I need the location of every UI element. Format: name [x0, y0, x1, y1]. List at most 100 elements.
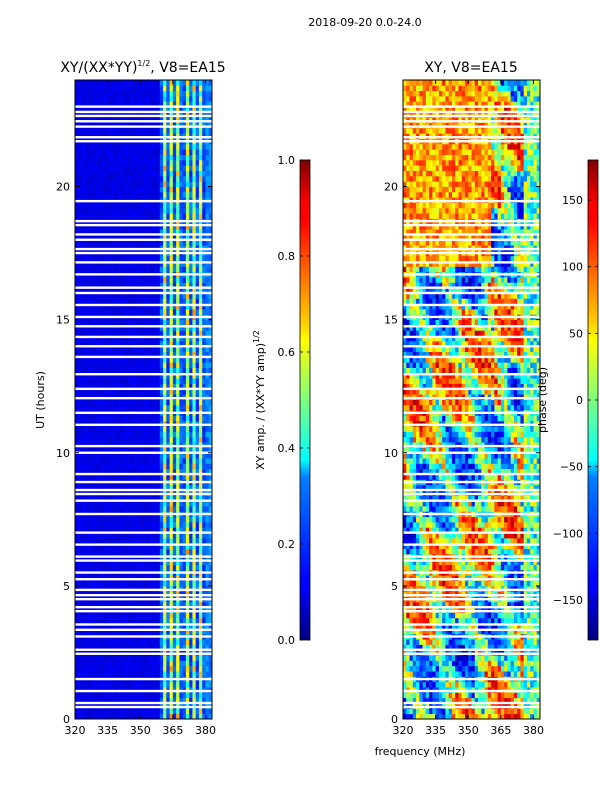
heatmap-cell: [140, 127, 144, 134]
heatmap-cell: [133, 324, 138, 331]
heatmap-cell: [146, 255, 151, 262]
heatmap-cell: [166, 106, 170, 113]
heatmap-cell: [84, 452, 89, 459]
heatmap-cell: [91, 436, 95, 443]
heatmap-cell: [182, 426, 187, 432]
heatmap-cell: [143, 287, 148, 294]
heatmap-cell: [107, 506, 112, 512]
heatmap-cell: [202, 308, 206, 315]
heatmap-cell: [205, 415, 210, 422]
heatmap-cell: [208, 692, 212, 699]
heatmap-cell: [189, 255, 193, 262]
heatmap-cell: [208, 207, 212, 214]
heatmap-cell: [133, 404, 138, 411]
heatmap-cell: [205, 660, 210, 667]
heatmap-cell: [195, 362, 200, 368]
heatmap-cell: [133, 532, 138, 539]
heatmap-cell: [166, 506, 170, 512]
heatmap-cell: [110, 628, 115, 635]
heatmap-cell: [81, 90, 86, 97]
heatmap-cell: [140, 426, 144, 432]
heatmap-cell: [101, 532, 105, 539]
heatmap-cell: [156, 708, 161, 715]
heatmap-cell: [208, 612, 212, 619]
heatmap-cell: [198, 548, 203, 555]
heatmap-cell: [208, 266, 212, 273]
heatmap-cell: [163, 255, 167, 262]
heatmap-cell: [189, 127, 193, 134]
heatmap-cell: [163, 713, 167, 719]
heatmap-cell: [117, 255, 122, 262]
heatmap-cell: [166, 175, 170, 182]
heatmap-cell: [172, 404, 177, 411]
heatmap-cell: [97, 527, 102, 534]
heatmap-cell: [182, 293, 187, 299]
heatmap-cell: [166, 660, 170, 667]
heatmap-cell: [150, 362, 154, 368]
heatmap-cell: [195, 660, 200, 667]
heatmap-cell: [163, 330, 167, 336]
heatmap-cell: [136, 692, 141, 699]
heatmap-cell: [159, 426, 164, 432]
heatmap-cell: [136, 383, 141, 390]
heatmap-cell: [195, 383, 200, 390]
heatmap-cell: [133, 335, 138, 342]
heatmap-cell: [136, 436, 141, 443]
heatmap-cell: [88, 431, 92, 438]
heatmap-cell: [192, 452, 197, 459]
heatmap-cell: [84, 474, 89, 480]
heatmap-cell: [146, 367, 151, 374]
heatmap-cell: [140, 287, 144, 294]
heatmap-cell: [176, 372, 180, 379]
heatmap-cell: [84, 415, 89, 422]
heatmap-cell: [189, 532, 193, 539]
heatmap-cell: [150, 213, 154, 219]
heatmap-cell: [179, 500, 184, 507]
heatmap-cell: [114, 713, 118, 719]
heatmap-cell: [159, 255, 164, 262]
heatmap-cell: [117, 559, 122, 565]
heatmap-cell: [120, 708, 125, 715]
heatmap-cell: [169, 367, 174, 374]
heatmap-cell: [107, 628, 112, 635]
heatmap-cell: [195, 282, 200, 289]
heatmap-cell: [101, 170, 105, 177]
heatmap-cell: [195, 713, 200, 719]
heatmap-cell: [163, 383, 167, 390]
heatmap-cell: [123, 367, 128, 374]
heatmap-cell: [172, 335, 177, 342]
heatmap-cell: [166, 186, 170, 193]
heatmap-cell: [163, 639, 167, 645]
heatmap-cell: [117, 468, 122, 475]
heatmap-cell: [123, 277, 128, 283]
heatmap-cell: [192, 436, 197, 443]
heatmap-cell: [179, 324, 184, 331]
heatmap-cell: [88, 266, 92, 273]
heatmap-cell: [136, 239, 141, 246]
heatmap-cell: [110, 101, 115, 108]
heatmap-cell: [91, 404, 95, 411]
heatmap-cell: [94, 330, 99, 336]
heatmap-cell: [185, 399, 190, 406]
heatmap-cell: [120, 506, 125, 512]
heatmap-cell: [75, 287, 79, 294]
heatmap-cell: [127, 367, 131, 374]
heatmap-cell: [94, 452, 99, 459]
heatmap-cell: [81, 351, 86, 358]
heatmap-cell: [136, 516, 141, 523]
heatmap-cell: [185, 426, 190, 432]
heatmap-cell: [150, 639, 154, 645]
heatmap-cell: [195, 229, 200, 235]
heatmap-cell: [176, 101, 180, 108]
heatmap-cell: [176, 548, 180, 555]
heatmap-cell: [185, 330, 190, 336]
heatmap-cell: [150, 580, 154, 587]
heatmap-cell: [163, 101, 167, 108]
heatmap-cell: [81, 644, 86, 651]
heatmap-cell: [195, 95, 200, 102]
heatmap-cell: [208, 516, 212, 523]
heatmap-cell: [101, 623, 105, 629]
heatmap-cell: [192, 537, 197, 544]
heatmap-cell: [195, 266, 200, 273]
heatmap-cell: [150, 665, 154, 672]
